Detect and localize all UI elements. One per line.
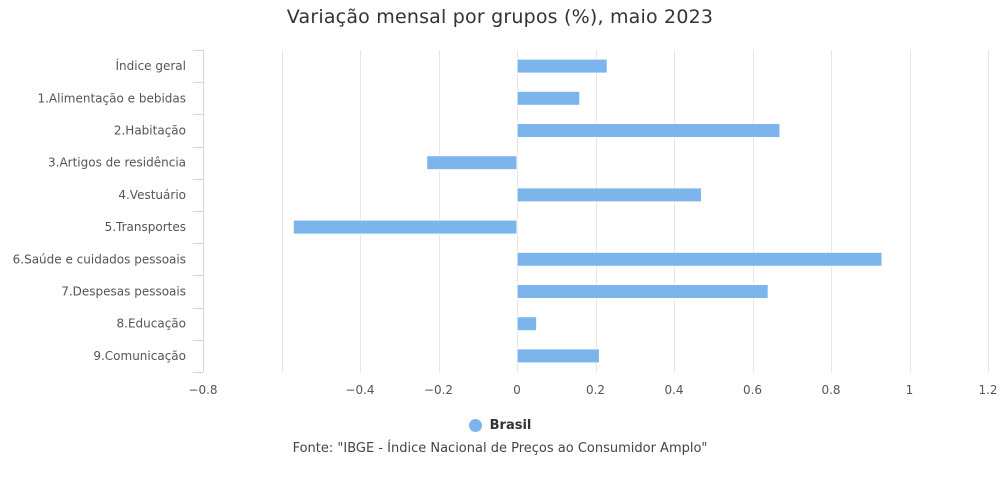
bar-6	[292, 219, 518, 235]
bar-7	[516, 251, 883, 267]
bar-1	[516, 58, 608, 74]
bar-2	[516, 90, 581, 106]
bar-8	[516, 284, 769, 299]
legend-label: Brasil	[489, 418, 532, 433]
category-label: 4.Vestuário	[118, 188, 186, 202]
bar-10	[516, 348, 600, 364]
category-label: 8.Educação	[117, 317, 187, 331]
x-tick-label: −0.2	[424, 383, 453, 397]
category-label: 9.Comunicação	[93, 349, 186, 363]
category-label: 3.Artigos de residência	[48, 156, 186, 170]
source-credit: Fonte: "IBGE - Índice Nacional de Preços…	[292, 441, 708, 456]
category-label: 1.Alimentação e bebidas	[37, 91, 186, 105]
x-tick-label: −0.8	[188, 383, 217, 397]
x-tick-label: 0	[513, 383, 521, 397]
category-label: 6.Saúde e cuidados pessoais	[13, 252, 186, 266]
category-label: 2.Habitação	[114, 124, 186, 138]
chart-title: Variação mensal por grupos (%), maio 202…	[286, 6, 714, 28]
x-tick-label: −0.4	[345, 383, 374, 397]
category-label: Índice geral	[115, 58, 186, 73]
legend: Brasil	[0, 418, 1000, 436]
x-tick-label: 1	[906, 383, 914, 397]
legend-item-brasil[interactable]: Brasil	[468, 418, 532, 433]
category-label: 7.Despesas pessoais	[61, 285, 186, 299]
bar-9	[516, 316, 538, 332]
x-tick-label: 1.2	[978, 383, 997, 397]
x-tick-label: 0.2	[586, 383, 605, 397]
x-tick-label: 0.6	[743, 383, 762, 397]
bar-4	[426, 155, 518, 171]
bar-5	[516, 187, 702, 203]
legend-swatch-icon	[468, 419, 482, 432]
bar-3	[516, 123, 781, 138]
x-tick-label: 0.4	[664, 383, 683, 397]
x-tick-label: 0.8	[821, 383, 840, 397]
category-label: 5.Transportes	[105, 220, 186, 234]
